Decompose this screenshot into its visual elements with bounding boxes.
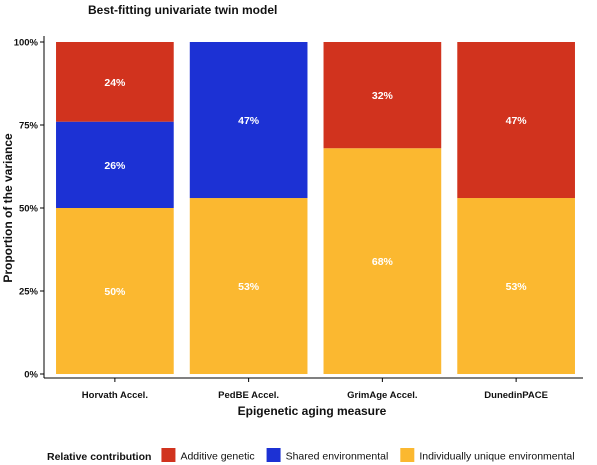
legend-item-label: Individually unique environmental [419, 451, 574, 463]
bar-segment-label: 68% [372, 256, 394, 268]
x-tick-label: GrimAge Accel. [347, 390, 417, 401]
bar-segment-label: 50% [104, 286, 126, 298]
y-axis-ticks: 0% 25% 50% 75% 100% [14, 38, 44, 381]
bar-segment [56, 208, 174, 374]
y-axis-title: Proportion of the variance [1, 133, 15, 283]
bar-segment [323, 42, 442, 149]
bar-segment [457, 42, 575, 199]
legend-swatch [161, 448, 176, 462]
legend-title: Relative contribution [47, 451, 151, 463]
legend-swatch [266, 448, 281, 462]
x-tick-label: Horvath Accel. [82, 390, 148, 401]
x-axis-ticks: Horvath Accel. PedBE Accel. GrimAge Accel.… [82, 378, 548, 401]
x-tick-label: DunedinPACE [484, 390, 548, 401]
legend: Relative contribution Additive genetic Sh… [47, 448, 575, 463]
bar-segment-label: 47% [238, 115, 260, 127]
y-tick-label: 100% [14, 38, 39, 49]
legend-item-label: Additive genetic [180, 451, 254, 463]
bar-segment-label: 26% [104, 160, 126, 172]
y-tick-label: 50% [19, 204, 39, 215]
bar-segment-label: 53% [506, 281, 528, 293]
bar-segment [56, 121, 174, 208]
legend-swatch [400, 448, 415, 462]
bar-segment-label: 24% [104, 77, 126, 89]
bar-segment [323, 148, 442, 374]
bar-segment-label: 32% [372, 90, 394, 102]
y-tick-label: 75% [19, 121, 39, 132]
x-tick-label: PedBE Accel. [218, 390, 279, 401]
x-axis-title: Epigenetic aging measure [238, 404, 387, 418]
bar-segment-label: 47% [506, 115, 528, 127]
bars-group: 50% 26% 24% 53% 47% 68% 32% 53% 47% [56, 42, 575, 374]
bar-segment-label: 53% [238, 281, 260, 293]
y-tick-label: 0% [24, 370, 38, 381]
legend-item-label: Shared environmental [286, 451, 389, 463]
bar-segment [189, 42, 308, 199]
bar-segment [457, 198, 575, 374]
bar-segment [189, 198, 308, 374]
y-tick-label: 25% [19, 287, 39, 298]
chart-title: Best-fitting univariate twin model [88, 3, 277, 17]
bar-segment [56, 42, 174, 122]
